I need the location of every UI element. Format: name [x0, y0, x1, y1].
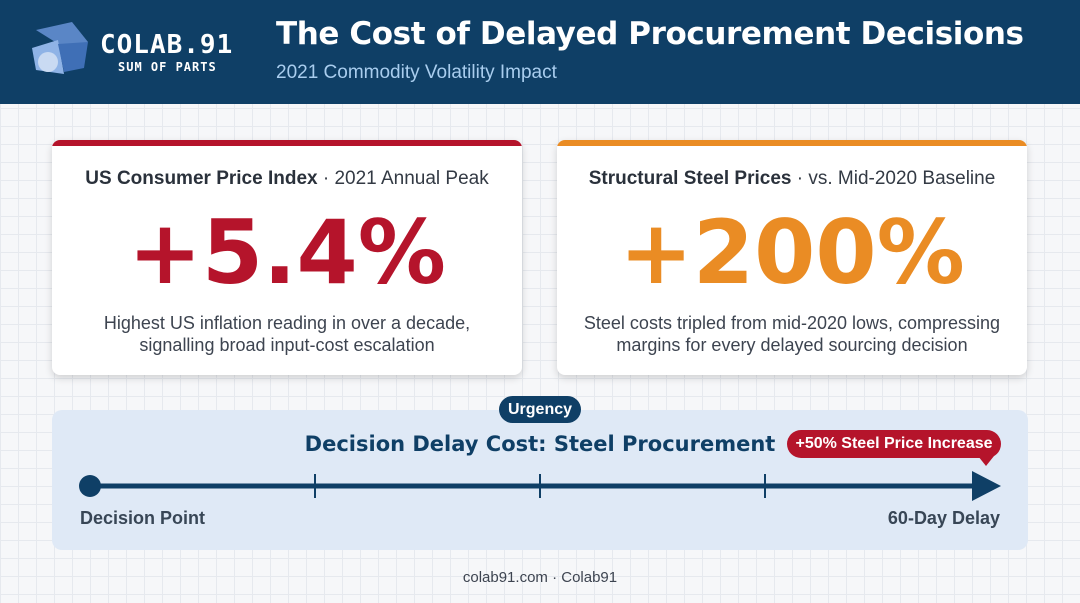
card-description-line: signalling broad input-cost escalation — [139, 335, 435, 355]
cpi-stat-card: US Consumer Price Index · 2021 Annual Pe… — [52, 140, 522, 375]
card-description-line: Highest US inflation reading in over a d… — [103, 313, 471, 333]
steel-value: +200% — [619, 201, 965, 304]
card-heading-bold: US Consumer Price Index — [85, 168, 318, 189]
callout-pointer — [978, 456, 994, 466]
card-description: Highest US inflation reading in over a d… — [52, 312, 522, 356]
card-heading-rest: · 2021 Annual Peak — [317, 168, 489, 189]
page-subtitle: 2021 Commodity Volatility Impact — [276, 62, 557, 83]
cpi-value: +5.4% — [128, 201, 446, 304]
steel-stat-card: Structural Steel Prices · vs. Mid-2020 B… — [557, 140, 1027, 375]
card-description-line: Steel costs tripled from mid-2020 lows, … — [583, 313, 1001, 333]
footer-credit: colab91.com · Colab91 — [462, 569, 618, 586]
header-banner: COLAB.91 SUM OF PARTS The Cost of Delaye… — [0, 0, 1080, 104]
card-heading: US Consumer Price Index · 2021 Annual Pe… — [52, 168, 522, 190]
card-description-line: margins for every delayed sourcing decis… — [616, 335, 968, 355]
timeline-start-label: Decision Point — [80, 508, 206, 528]
colab91-logo-icon — [32, 22, 88, 74]
card-heading-bold: Structural Steel Prices — [588, 168, 792, 189]
price-increase-callout: +50% Steel Price Increase — [787, 430, 1001, 458]
timeline-start-dot — [79, 475, 101, 497]
card-heading: Structural Steel Prices · vs. Mid-2020 B… — [557, 168, 1027, 190]
timeline-axis — [79, 471, 1001, 501]
card-accent-bar — [557, 140, 1027, 146]
timeline-end-label: 60-Day Delay — [887, 508, 1000, 528]
brand-tagline: SUM OF PARTS — [118, 60, 217, 74]
timeline-arrowhead-icon — [972, 471, 1001, 501]
page-title: The Cost of Delayed Procurement Decision… — [276, 16, 1024, 52]
card-description: Steel costs tripled from mid-2020 lows, … — [557, 312, 1027, 356]
brand-name: COLAB.91 — [100, 30, 234, 60]
card-heading-rest: · vs. Mid-2020 Baseline — [791, 168, 996, 189]
card-accent-bar — [52, 140, 522, 146]
urgency-badge: Urgency — [499, 396, 581, 423]
timeline-title: Decision Delay Cost: Steel Procurement — [304, 432, 776, 456]
